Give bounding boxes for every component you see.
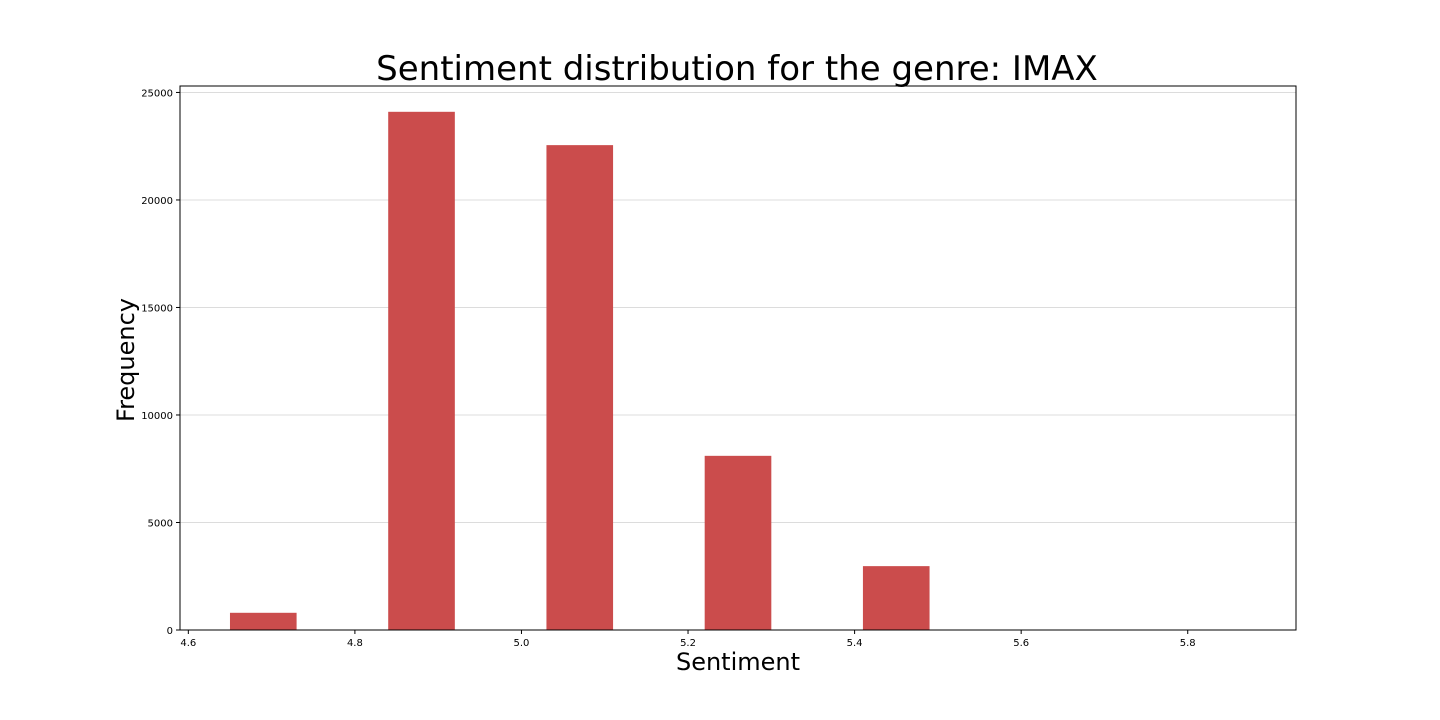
x-tick-label: 5.0 <box>514 638 530 649</box>
bars <box>229 111 930 630</box>
plot-frame <box>179 85 1297 631</box>
histogram-bar <box>862 566 930 630</box>
y-tick-label: 5000 <box>148 518 173 529</box>
y-tick-label: 0 <box>167 626 173 637</box>
y-tick-label: 10000 <box>141 411 173 422</box>
y-tick-label: 20000 <box>141 196 173 207</box>
histogram-bar <box>229 612 297 630</box>
x-tick-label: 4.8 <box>347 638 363 649</box>
y-tick-label: 15000 <box>141 303 173 314</box>
x-axis-label: Sentiment <box>676 648 800 676</box>
y-axis-label: Frequency <box>112 298 140 422</box>
histogram-bar <box>704 455 772 630</box>
x-tick-label: 5.8 <box>1180 638 1196 649</box>
x-tick-label: 5.4 <box>847 638 863 649</box>
x-tick-label: 5.6 <box>1013 638 1029 649</box>
chart-title: Sentiment distribution for the genre: IM… <box>376 49 1098 89</box>
y-tick-label: 25000 <box>141 88 173 99</box>
x-tick-label: 4.6 <box>180 638 196 649</box>
x-tick-label: 5.2 <box>680 638 696 649</box>
histogram-bar <box>546 145 614 630</box>
x-axis-ticks: 4.6 4.8 5.0 5.2 5.4 5.6 5.8 <box>180 630 1196 649</box>
histogram-bar <box>388 111 455 630</box>
gridlines <box>180 91 1296 523</box>
y-axis-ticks: 0 5000 10000 15000 20000 25000 <box>141 88 180 637</box>
